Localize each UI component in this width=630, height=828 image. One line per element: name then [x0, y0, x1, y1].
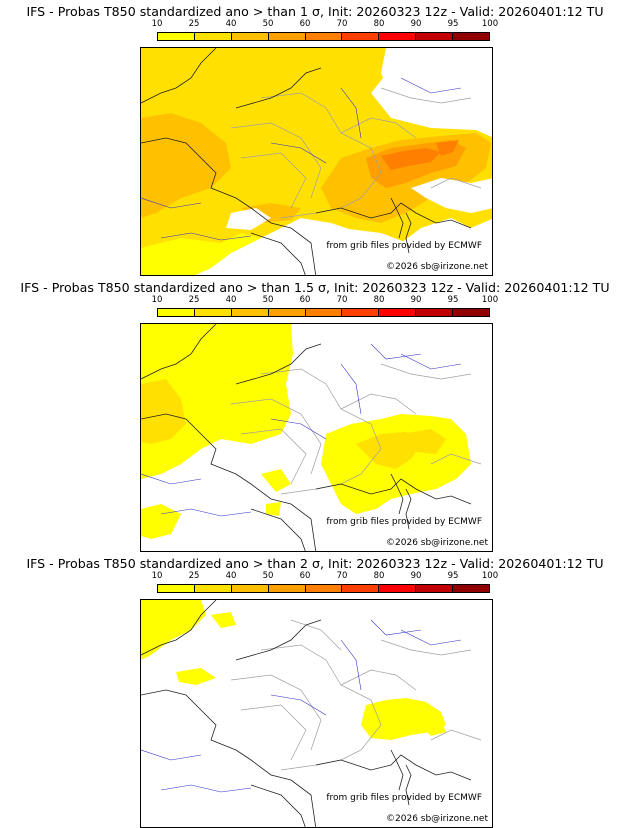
colorbar-swatch: [194, 309, 232, 316]
colorbar-tick: 10: [151, 295, 163, 305]
panel-3: IFS - Probas T850 standardized ano > tha…: [0, 552, 630, 828]
colorbar-swatch: [231, 33, 269, 40]
colorbar-tick: 60: [299, 19, 311, 29]
colorbar-swatch: [268, 33, 306, 40]
map-graphic: [141, 324, 482, 551]
colorbar-tick: 95: [447, 295, 459, 305]
colorbar-tick: 95: [447, 571, 459, 581]
colorbar-tick: 40: [225, 19, 237, 29]
colorbar-tick: 60: [299, 295, 311, 305]
panel-2: IFS - Probas T850 standardized ano > tha…: [0, 276, 630, 552]
colorbar-swatch: [416, 33, 454, 40]
colorbar-tick: 10: [151, 571, 163, 581]
colorbar-tick: 70: [336, 295, 348, 305]
probability-map: from grib files provided by ECMWF ©2026 …: [140, 47, 493, 276]
colorbar-tick: 60: [299, 571, 311, 581]
copyright-credit: ©2026 sb@irizone.net: [386, 262, 488, 272]
colorbar-swatch: [231, 309, 269, 316]
colorbar-swatch: [268, 585, 306, 592]
probability-map: from grib files provided by ECMWF ©2026 …: [140, 599, 493, 828]
colorbar-swatch: [268, 309, 306, 316]
data-source-credit: from grib files provided by ECMWF: [326, 517, 482, 527]
colorbar-swatch: [305, 309, 343, 316]
colorbar-tick: 70: [336, 571, 348, 581]
colorbar-swatch: [194, 33, 232, 40]
colorbar-swatch: [379, 33, 417, 40]
colorbar-tick: 100: [481, 571, 499, 581]
panel-title: IFS - Probas T850 standardized ano > tha…: [26, 556, 604, 571]
data-source-credit: from grib files provided by ECMWF: [326, 241, 482, 251]
colorbar-swatch: [453, 33, 490, 40]
colorbar-tick: 25: [188, 295, 200, 305]
colorbar-tick: 40: [225, 295, 237, 305]
colorbar-swatch: [416, 309, 454, 316]
colorbar-swatch: [158, 33, 195, 40]
colorbar-tick: 95: [447, 19, 459, 29]
colorbar-tick: 90: [410, 295, 422, 305]
colorbar-tick: 90: [410, 571, 422, 581]
map-graphic: [141, 600, 482, 827]
colorbar-labels: 10 25 40 50 60 70 80 90 95 100: [0, 19, 630, 29]
colorbar-tick: 90: [410, 19, 422, 29]
colorbar-swatch: [305, 585, 343, 592]
panel-title: IFS - Probas T850 standardized ano > tha…: [26, 4, 604, 19]
colorbar-tick: 80: [373, 295, 385, 305]
data-source-credit: from grib files provided by ECMWF: [326, 793, 482, 803]
colorbar-labels: 10 25 40 50 60 70 80 90 95 100: [0, 571, 630, 581]
copyright-credit: ©2026 sb@irizone.net: [386, 814, 488, 824]
colorbar-tick: 50: [262, 295, 274, 305]
map-graphic: [141, 48, 492, 275]
colorbar-swatch: [231, 585, 269, 592]
colorbar-tick: 10: [151, 19, 163, 29]
panel-1: IFS - Probas T850 standardized ano > tha…: [0, 0, 630, 276]
colorbar-swatch: [194, 585, 232, 592]
colorbar-swatch: [453, 309, 490, 316]
colorbar-swatch: [342, 309, 380, 316]
colorbar-tick: 50: [262, 19, 274, 29]
colorbar-swatch: [305, 33, 343, 40]
colorbar-swatch: [158, 585, 195, 592]
colorbar-tick: 80: [373, 571, 385, 581]
colorbar-tick: 50: [262, 571, 274, 581]
colorbar-labels: 10 25 40 50 60 70 80 90 95 100: [0, 295, 630, 305]
colorbar-tick: 100: [481, 19, 499, 29]
colorbar: [157, 584, 490, 593]
colorbar-swatch: [416, 585, 454, 592]
probability-map: from grib files provided by ECMWF ©2026 …: [140, 323, 493, 552]
colorbar-tick: 70: [336, 19, 348, 29]
colorbar-swatch: [379, 309, 417, 316]
colorbar-swatch: [158, 309, 195, 316]
colorbar-tick: 40: [225, 571, 237, 581]
colorbar-swatch: [379, 585, 417, 592]
copyright-credit: ©2026 sb@irizone.net: [386, 538, 488, 548]
colorbar-tick: 25: [188, 571, 200, 581]
colorbar-swatch: [453, 585, 490, 592]
colorbar-tick: 25: [188, 19, 200, 29]
panel-title: IFS - Probas T850 standardized ano > tha…: [20, 280, 610, 295]
colorbar-swatch: [342, 33, 380, 40]
colorbar: [157, 308, 490, 317]
colorbar-swatch: [342, 585, 380, 592]
colorbar-tick: 100: [481, 295, 499, 305]
colorbar-tick: 80: [373, 19, 385, 29]
colorbar: [157, 32, 490, 41]
